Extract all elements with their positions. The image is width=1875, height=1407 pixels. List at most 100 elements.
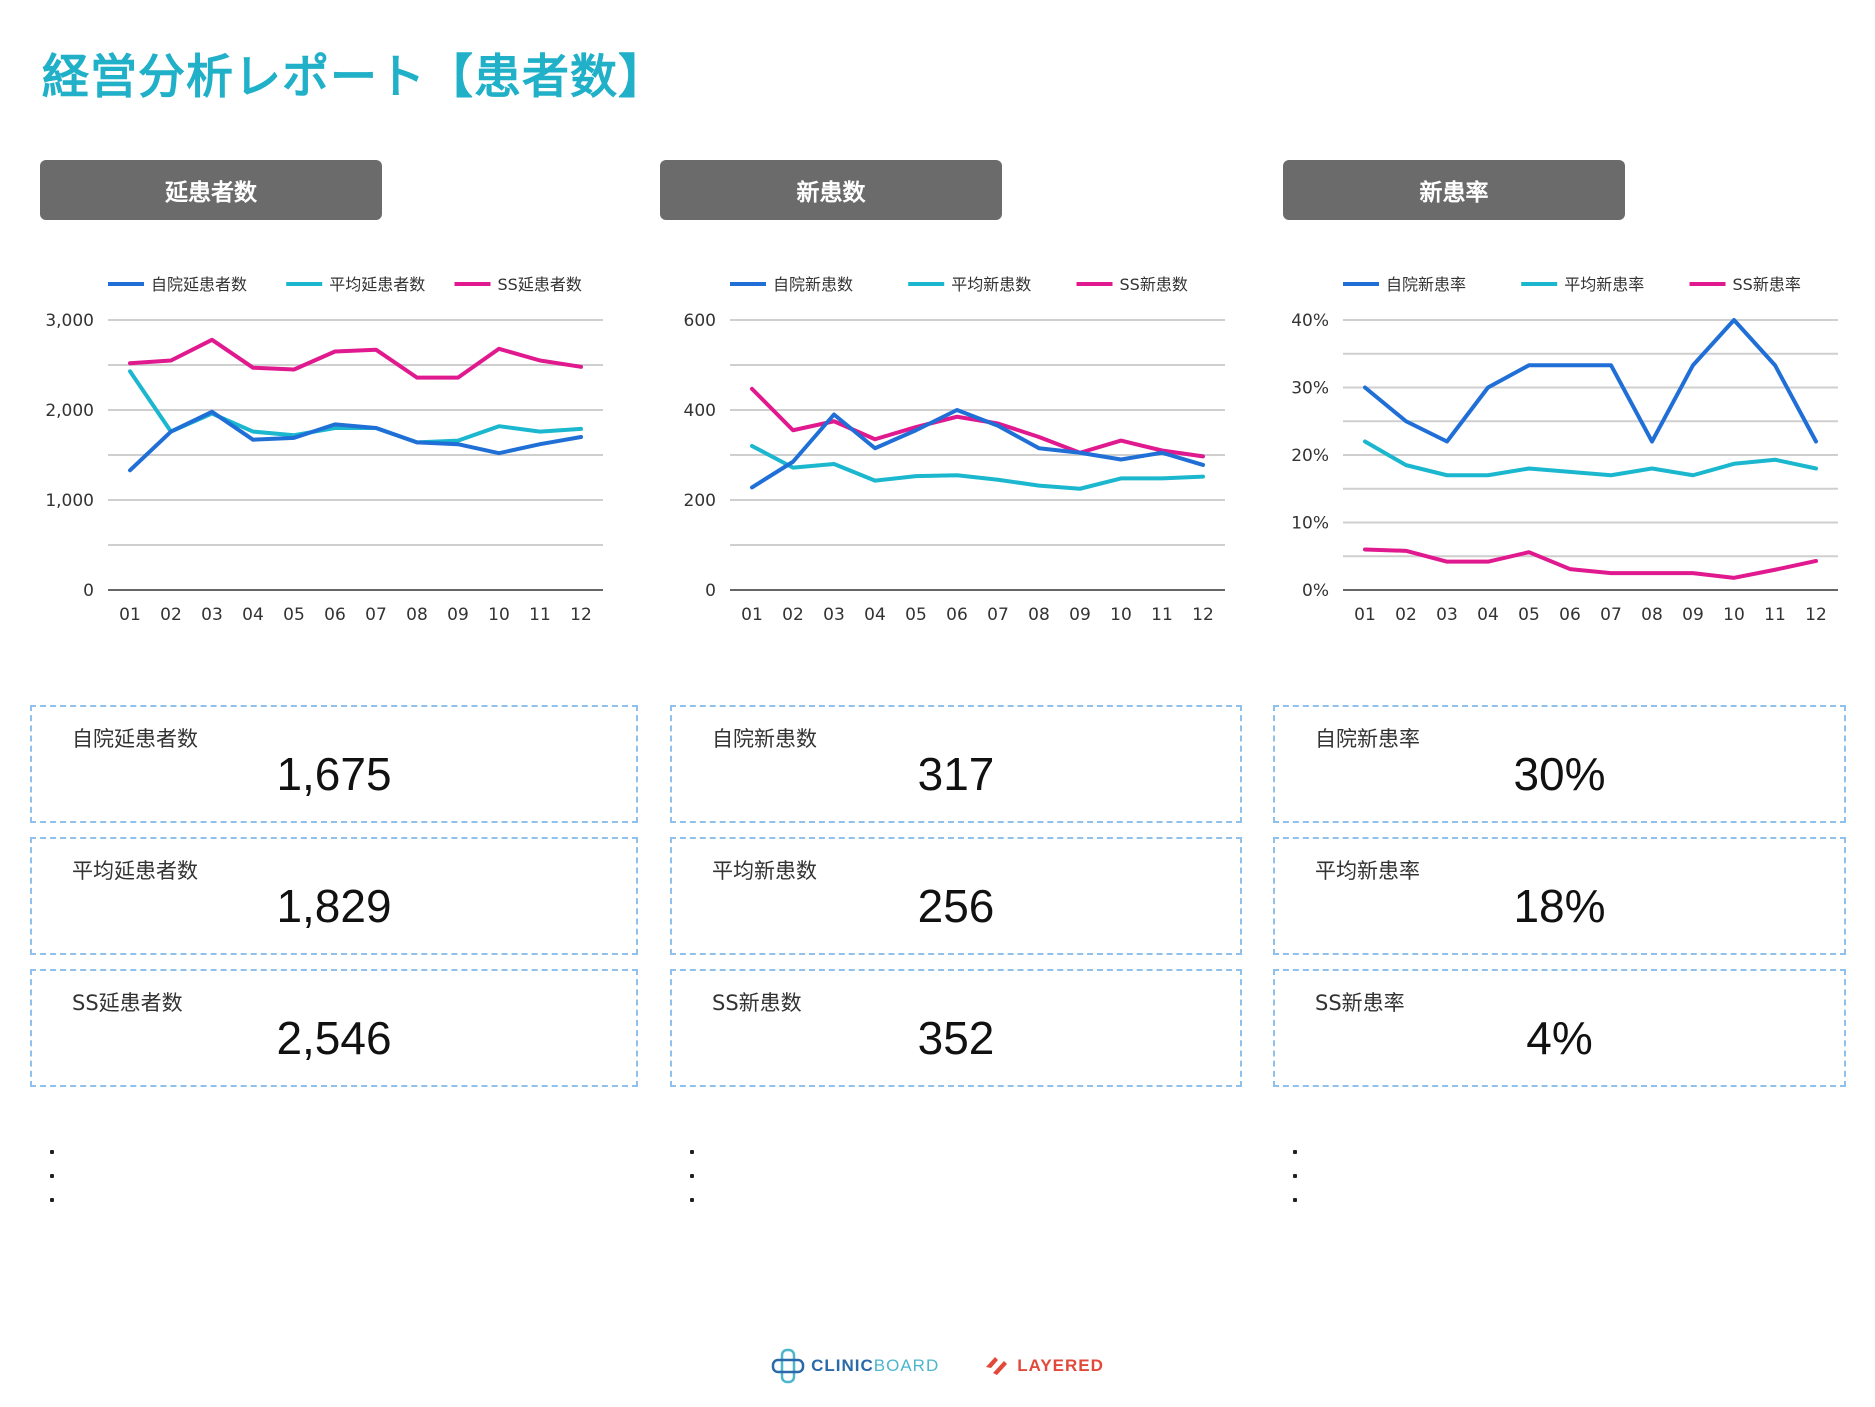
card-ss-total-patients: SS延患者数 2,546 (30, 969, 638, 1087)
card-value: 1,675 (276, 748, 392, 800)
x-tick-label: 11 (1151, 605, 1173, 625)
x-tick-label: 07 (987, 605, 1009, 625)
clinicboard-logo-strong: CLINIC (811, 1356, 874, 1375)
card-value: 30% (1513, 748, 1606, 800)
x-tick-label: 01 (119, 605, 141, 625)
x-tick-label: 07 (365, 605, 387, 625)
x-tick-label: 12 (1192, 605, 1214, 625)
legend-label: SS延患者数 (498, 275, 582, 294)
clinicboard-logo-light: BOARD (873, 1356, 940, 1375)
series-line-3 (750, 386, 1205, 459)
ellipsis-col-3 (1293, 1150, 1301, 1222)
x-tick-label: 05 (905, 605, 927, 625)
x-tick-label: 02 (160, 605, 182, 625)
y-tick-label: 10% (1291, 514, 1329, 534)
series-line-2 (1363, 439, 1818, 478)
x-tick-label: 06 (946, 605, 968, 625)
card-own-new-patient-rate: 自院新患率 30% (1273, 705, 1846, 823)
y-tick-label: 3,000 (45, 311, 94, 331)
x-tick-label: 09 (447, 605, 469, 625)
legend-label: 自院延患者数 (151, 275, 247, 294)
chart-new-patients: 自院新患数 平均新患数 SS新患数 0 200 400 600 01 02 03 04 05 06 07 0… (684, 275, 1225, 625)
section-header-new-patient-rate: 新患率 (1283, 160, 1625, 220)
x-tick-label: 04 (242, 605, 264, 625)
section-header-new-patients: 新患数 (660, 160, 1002, 220)
x-tick-label: 08 (1641, 605, 1663, 625)
legend-label: SS新患率 (1733, 275, 1801, 294)
x-tick-label: 04 (864, 605, 886, 625)
x-tick-label: 12 (1805, 605, 1827, 625)
y-tick-label: 40% (1291, 311, 1329, 331)
card-ss-new-patients: SS新患数 352 (670, 969, 1242, 1087)
card-avg-new-patient-rate: 平均新患率 18% (1273, 837, 1846, 955)
x-tick-label: 01 (1354, 605, 1376, 625)
card-own-total-patients: 自院延患者数 1,675 (30, 705, 638, 823)
x-tick-label: 11 (529, 605, 551, 625)
card-value: 352 (917, 1012, 995, 1064)
x-tick-label: 08 (1028, 605, 1050, 625)
y-tick-label: 0 (83, 581, 94, 601)
card-value: 256 (917, 880, 995, 932)
y-tick-label: 400 (684, 401, 716, 421)
legend-label: 平均新患数 (951, 275, 1031, 294)
x-tick-label: 06 (1559, 605, 1581, 625)
x-tick-label: 03 (201, 605, 223, 625)
x-tick-label: 10 (1723, 605, 1745, 625)
x-tick-label: 04 (1477, 605, 1499, 625)
card-value: 1,829 (276, 880, 392, 932)
x-tick-label: 09 (1069, 605, 1091, 625)
card-avg-new-patients: 平均新患数 256 (670, 837, 1242, 955)
card-label: 自院延患者数 (72, 727, 198, 751)
card-label: 平均新患数 (712, 859, 817, 883)
ellipsis-col-1 (50, 1150, 58, 1222)
series-line-3 (128, 337, 583, 380)
page-title: 経営分析レポート【患者数】 (42, 50, 666, 105)
x-tick-label: 10 (488, 605, 510, 625)
card-ss-new-patient-rate: SS新患率 4% (1273, 969, 1846, 1087)
x-tick-label: 09 (1682, 605, 1704, 625)
card-avg-total-patients: 平均延患者数 1,829 (30, 837, 638, 955)
y-tick-label: 20% (1291, 446, 1329, 466)
card-label: 自院新患率 (1315, 727, 1420, 751)
x-tick-label: 07 (1600, 605, 1622, 625)
footer: CLINICBOARD LAYERED (0, 1344, 1875, 1388)
ellipsis-col-2 (690, 1150, 698, 1222)
card-label: SS新患数 (712, 991, 802, 1015)
layered-logo-icon (986, 1357, 1008, 1375)
layered-logo: LAYERED (983, 1353, 1104, 1379)
legend-label: 自院新患数 (773, 275, 853, 294)
x-tick-label: 11 (1764, 605, 1786, 625)
card-value: 2,546 (276, 1012, 392, 1064)
series-line-1 (128, 409, 583, 473)
y-tick-label: 2,000 (45, 401, 94, 421)
legend-label: 自院新患率 (1386, 275, 1466, 294)
legend-label: 平均新患率 (1564, 275, 1644, 294)
card-value: 4% (1526, 1012, 1593, 1064)
card-label: 平均延患者数 (72, 859, 198, 883)
card-label: 平均新患率 (1315, 859, 1420, 883)
x-tick-label: 03 (823, 605, 845, 625)
series-line-3 (1363, 547, 1818, 580)
y-tick-label: 600 (684, 311, 716, 331)
card-own-new-patients: 自院新患数 317 (670, 705, 1242, 823)
series-line-1 (750, 408, 1205, 490)
chart-total-patients: 自院延患者数 平均延患者数 SS延患者数 0 1,000 2,000 3,000 01 02 03… (45, 275, 603, 625)
series-line-2 (750, 444, 1205, 491)
section-header-total-patients: 延患者数 (40, 160, 382, 220)
y-tick-label: 200 (684, 491, 716, 511)
y-tick-label: 0 (705, 581, 716, 601)
y-tick-label: 1,000 (45, 491, 94, 511)
legend-label: SS新患数 (1120, 275, 1188, 294)
card-label: SS新患率 (1315, 991, 1405, 1015)
card-label: SS延患者数 (72, 991, 183, 1015)
card-label: 自院新患数 (712, 727, 817, 751)
x-tick-label: 12 (570, 605, 592, 625)
clinicboard-logo-icon (771, 1348, 805, 1384)
x-tick-label: 03 (1436, 605, 1458, 625)
series-line-2 (128, 369, 583, 445)
card-value: 317 (917, 748, 995, 800)
y-tick-label: 0% (1302, 581, 1329, 601)
card-value: 18% (1513, 880, 1606, 932)
y-tick-label: 30% (1291, 379, 1329, 399)
series-line-1 (1363, 318, 1818, 444)
